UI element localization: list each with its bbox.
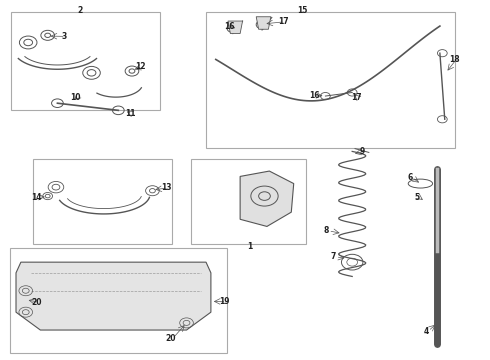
Polygon shape: [16, 262, 211, 330]
Bar: [192, 158, 306, 244]
Text: 16: 16: [223, 22, 234, 31]
Text: 10: 10: [70, 93, 81, 102]
Polygon shape: [240, 171, 294, 226]
Text: 19: 19: [220, 297, 230, 306]
Text: 2: 2: [78, 6, 83, 15]
Text: 20: 20: [166, 334, 176, 343]
Bar: [10, 248, 227, 353]
Text: 18: 18: [449, 55, 460, 64]
Text: 5: 5: [415, 193, 419, 202]
Polygon shape: [228, 21, 243, 33]
Text: 13: 13: [161, 183, 171, 192]
Text: 9: 9: [359, 147, 365, 156]
FancyArrowPatch shape: [355, 149, 369, 153]
Bar: [33, 158, 172, 244]
Polygon shape: [256, 17, 271, 29]
Text: 17: 17: [278, 17, 288, 26]
Text: 8: 8: [324, 226, 329, 235]
Text: 3: 3: [61, 32, 66, 41]
Bar: [206, 12, 455, 148]
Text: 4: 4: [424, 327, 429, 336]
Text: 1: 1: [247, 242, 252, 251]
Text: 17: 17: [351, 93, 362, 102]
Text: 16: 16: [309, 91, 319, 100]
Text: 6: 6: [407, 173, 412, 182]
Bar: [11, 12, 160, 111]
Text: 14: 14: [31, 193, 42, 202]
Text: 11: 11: [125, 109, 135, 118]
Text: 12: 12: [135, 62, 146, 71]
Text: 20: 20: [32, 298, 42, 307]
Text: 15: 15: [297, 6, 308, 15]
Text: 7: 7: [331, 252, 336, 261]
